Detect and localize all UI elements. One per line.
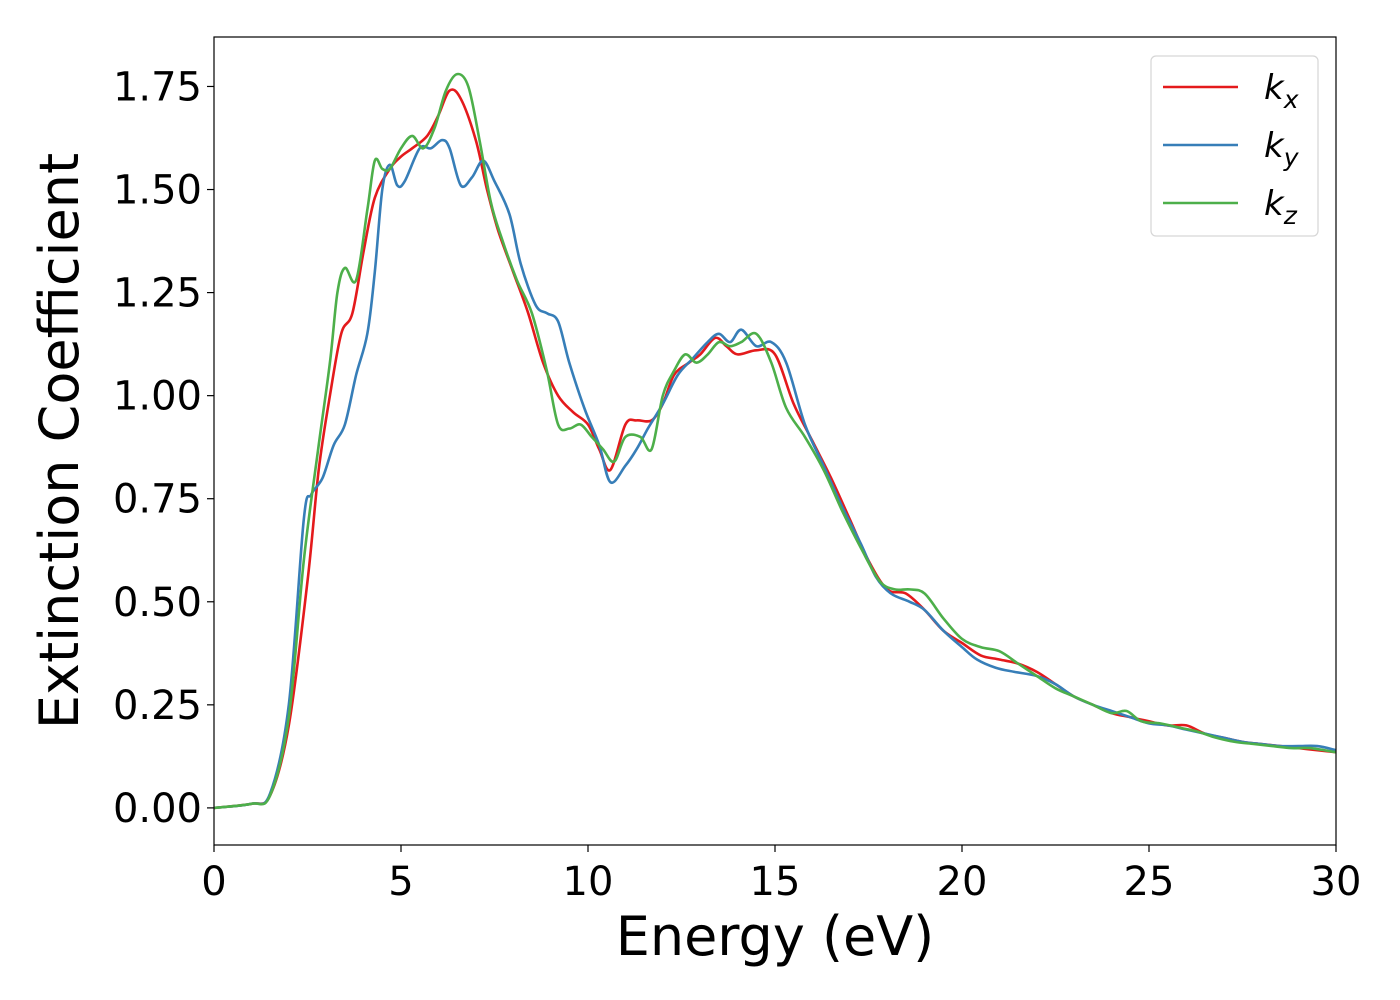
- x-tick-label: 25: [1124, 859, 1175, 905]
- legend-label-ky: ky: [1264, 126, 1300, 172]
- y-tick-label: 0.75: [113, 477, 202, 523]
- x-tick-label: 20: [937, 859, 988, 905]
- y-tick-label: 1.25: [113, 271, 202, 317]
- x-tick-label: 15: [750, 859, 801, 905]
- legend-label-main: k: [1264, 68, 1285, 108]
- series-line-kz: [213, 72, 1337, 810]
- x-axis-ticks: 0 5 10 15 20 25 30: [201, 845, 1361, 905]
- y-tick-label: 0.25: [113, 683, 202, 729]
- legend-label-subscript: x: [1283, 85, 1299, 114]
- x-tick-label: 5: [388, 859, 413, 905]
- y-tick-label: 1.00: [113, 374, 202, 420]
- legend-label-main: k: [1264, 126, 1285, 166]
- x-tick-label: 30: [1311, 859, 1362, 905]
- y-tick-label: 1.75: [113, 64, 202, 110]
- y-tick-label: 0.00: [113, 786, 202, 832]
- legend-label-kx: kx: [1264, 68, 1299, 114]
- legend-label-subscript: y: [1283, 143, 1300, 172]
- x-tick-label: 0: [201, 859, 226, 905]
- y-axis-label: Extinction Coefficient: [28, 153, 91, 729]
- x-tick-label: 10: [563, 859, 614, 905]
- y-tick-label: 0.50: [113, 580, 202, 626]
- y-axis-ticks: 0.00 0.25 0.50 0.75 1.00 1.25 1.50 1.75: [113, 64, 214, 832]
- y-tick-label: 1.50: [113, 168, 202, 214]
- legend-label-main: k: [1264, 184, 1285, 224]
- legend-label-kz: kz: [1264, 184, 1298, 230]
- legend-label-subscript: z: [1283, 201, 1298, 230]
- series-lines: [213, 72, 1337, 810]
- x-axis-label: Energy (eV): [616, 905, 935, 968]
